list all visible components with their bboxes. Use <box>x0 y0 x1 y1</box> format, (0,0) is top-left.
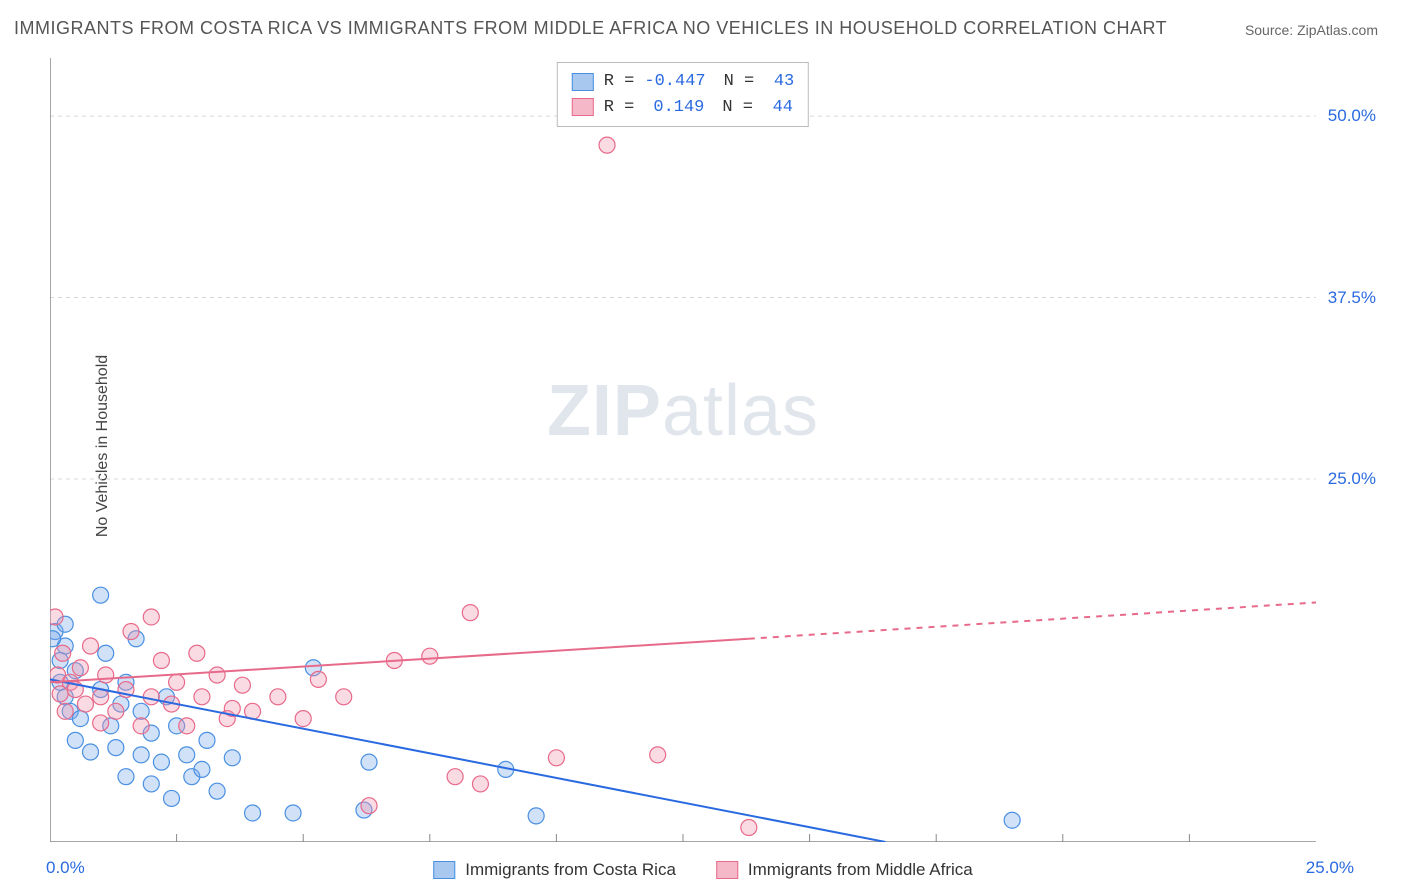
scatter-point <box>194 761 210 777</box>
scatter-point <box>93 587 109 603</box>
trend-line <box>50 679 886 842</box>
r-value: -0.447 <box>644 69 705 95</box>
scatter-point <box>93 715 109 731</box>
legend-swatch <box>433 861 455 879</box>
scatter-point <box>245 805 261 821</box>
legend-swatch <box>716 861 738 879</box>
scatter-point <box>143 776 159 792</box>
n-label: N = <box>722 95 753 121</box>
scatter-point <box>234 677 250 693</box>
scatter-point <box>72 660 88 676</box>
scatter-point <box>118 769 134 785</box>
r-label: R = <box>604 95 635 121</box>
trend-line-extrapolated <box>749 602 1316 638</box>
scatter-point <box>189 645 205 661</box>
legend-item: Immigrants from Costa Rica <box>433 860 676 880</box>
scatter-point <box>57 703 73 719</box>
source-label: Source: <box>1245 22 1297 38</box>
scatter-point <box>224 750 240 766</box>
scatter-point <box>295 711 311 727</box>
scatter-point <box>83 744 99 760</box>
source-link[interactable]: ZipAtlas.com <box>1297 22 1378 38</box>
scatter-point <box>98 645 114 661</box>
scatter-point <box>72 711 88 727</box>
scatter-point <box>179 747 195 763</box>
scatter-point <box>462 605 478 621</box>
n-value: 43 <box>764 69 794 95</box>
scatter-point <box>83 638 99 654</box>
scatter-point <box>422 648 438 664</box>
scatter-point <box>67 732 83 748</box>
scatter-point <box>209 667 225 683</box>
n-value: 44 <box>763 95 793 121</box>
scatter-point <box>164 790 180 806</box>
scatter-point <box>528 808 544 824</box>
scatter-point <box>472 776 488 792</box>
legend-row: R = -0.447 N = 43 <box>572 69 794 95</box>
scatter-point <box>133 703 149 719</box>
scatter-point <box>55 645 71 661</box>
scatter-point <box>194 689 210 705</box>
scatter-point <box>153 653 169 669</box>
scatter-point <box>361 754 377 770</box>
scatter-point <box>650 747 666 763</box>
legend-label: Immigrants from Middle Africa <box>748 860 973 880</box>
scatter-point <box>153 754 169 770</box>
scatter-point <box>199 732 215 748</box>
scatter-point <box>285 805 301 821</box>
legend-row: R = 0.149 N = 44 <box>572 95 794 121</box>
chart-svg <box>50 58 1316 842</box>
scatter-point <box>169 674 185 690</box>
legend-swatch <box>572 73 594 91</box>
n-label: N = <box>724 69 755 95</box>
chart-title: IMMIGRANTS FROM COSTA RICA VS IMMIGRANTS… <box>14 18 1167 39</box>
scatter-point <box>1004 812 1020 828</box>
chart-plot-area: ZIPatlas R =-0.447N =43R =0.149N =44 <box>50 58 1316 842</box>
y-tick-label: 50.0% <box>1328 106 1376 126</box>
legend-item: Immigrants from Middle Africa <box>716 860 973 880</box>
scatter-point <box>447 769 463 785</box>
x-axis-min-label: 0.0% <box>46 858 85 878</box>
scatter-point <box>336 689 352 705</box>
scatter-point <box>50 609 63 625</box>
scatter-point <box>133 747 149 763</box>
scatter-point <box>50 631 61 647</box>
scatter-point <box>133 718 149 734</box>
scatter-point <box>143 609 159 625</box>
x-axis-max-label: 25.0% <box>1306 858 1354 878</box>
scatter-point <box>270 689 286 705</box>
source-attribution: Source: ZipAtlas.com <box>1245 22 1378 38</box>
r-label: R = <box>604 69 635 95</box>
scatter-point <box>548 750 564 766</box>
scatter-point <box>599 137 615 153</box>
scatter-point <box>98 667 114 683</box>
scatter-point <box>179 718 195 734</box>
scatter-point <box>209 783 225 799</box>
scatter-point <box>77 696 93 712</box>
scatter-point <box>361 798 377 814</box>
r-value: 0.149 <box>644 95 704 121</box>
scatter-point <box>310 671 326 687</box>
series-legend: Immigrants from Costa Rica Immigrants fro… <box>433 860 973 880</box>
scatter-point <box>108 703 124 719</box>
y-tick-label: 37.5% <box>1328 288 1376 308</box>
correlation-legend: R = -0.447 N = 43 R = 0.149 N = 44 <box>557 62 809 127</box>
scatter-point <box>143 689 159 705</box>
legend-label: Immigrants from Costa Rica <box>465 860 676 880</box>
scatter-point <box>741 819 757 835</box>
scatter-point <box>108 740 124 756</box>
y-tick-label: 25.0% <box>1328 469 1376 489</box>
scatter-point <box>123 623 139 639</box>
legend-swatch <box>572 98 594 116</box>
